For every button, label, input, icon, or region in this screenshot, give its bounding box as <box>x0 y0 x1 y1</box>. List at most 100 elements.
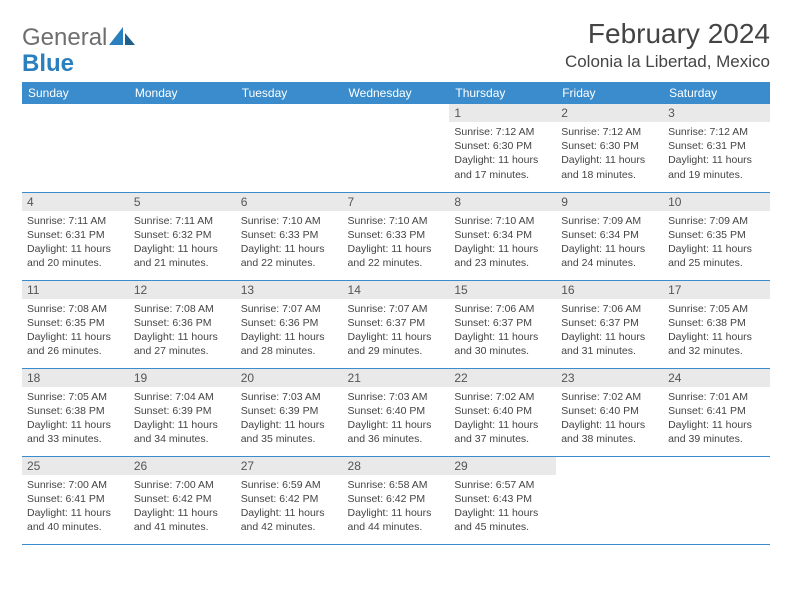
calendar-cell: 2Sunrise: 7:12 AMSunset: 6:30 PMDaylight… <box>556 104 663 192</box>
calendar-cell: 24Sunrise: 7:01 AMSunset: 6:41 PMDayligh… <box>663 368 770 456</box>
day-content: Sunrise: 7:04 AMSunset: 6:39 PMDaylight:… <box>129 387 236 449</box>
calendar-week-row: 1Sunrise: 7:12 AMSunset: 6:30 PMDaylight… <box>22 104 770 192</box>
day-number: 29 <box>449 457 556 475</box>
day-content: Sunrise: 7:03 AMSunset: 6:39 PMDaylight:… <box>236 387 343 449</box>
day-number: 16 <box>556 281 663 299</box>
calendar-week-row: 18Sunrise: 7:05 AMSunset: 6:38 PMDayligh… <box>22 368 770 456</box>
day-header: Monday <box>129 82 236 104</box>
day-content: Sunrise: 7:12 AMSunset: 6:30 PMDaylight:… <box>556 122 663 184</box>
calendar-week-row: 11Sunrise: 7:08 AMSunset: 6:35 PMDayligh… <box>22 280 770 368</box>
calendar-cell: 7Sunrise: 7:10 AMSunset: 6:33 PMDaylight… <box>343 192 450 280</box>
location: Colonia la Libertad, Mexico <box>565 52 770 72</box>
day-header: Saturday <box>663 82 770 104</box>
calendar-cell <box>343 104 450 192</box>
day-number: 9 <box>556 193 663 211</box>
day-content: Sunrise: 7:09 AMSunset: 6:35 PMDaylight:… <box>663 211 770 273</box>
calendar-cell: 28Sunrise: 6:58 AMSunset: 6:42 PMDayligh… <box>343 456 450 544</box>
calendar-cell: 29Sunrise: 6:57 AMSunset: 6:43 PMDayligh… <box>449 456 556 544</box>
calendar-cell: 11Sunrise: 7:08 AMSunset: 6:35 PMDayligh… <box>22 280 129 368</box>
day-content: Sunrise: 6:59 AMSunset: 6:42 PMDaylight:… <box>236 475 343 537</box>
day-content: Sunrise: 6:58 AMSunset: 6:42 PMDaylight:… <box>343 475 450 537</box>
calendar-cell <box>556 456 663 544</box>
calendar-cell: 27Sunrise: 6:59 AMSunset: 6:42 PMDayligh… <box>236 456 343 544</box>
calendar-body: 1Sunrise: 7:12 AMSunset: 6:30 PMDaylight… <box>22 104 770 544</box>
calendar-week-row: 25Sunrise: 7:00 AMSunset: 6:41 PMDayligh… <box>22 456 770 544</box>
day-header: Tuesday <box>236 82 343 104</box>
day-number: 22 <box>449 369 556 387</box>
logo-sail-icon <box>109 27 135 45</box>
calendar-cell: 1Sunrise: 7:12 AMSunset: 6:30 PMDaylight… <box>449 104 556 192</box>
day-header: Thursday <box>449 82 556 104</box>
calendar-cell <box>663 456 770 544</box>
calendar-cell: 20Sunrise: 7:03 AMSunset: 6:39 PMDayligh… <box>236 368 343 456</box>
day-number: 2 <box>556 104 663 122</box>
day-content: Sunrise: 7:02 AMSunset: 6:40 PMDaylight:… <box>556 387 663 449</box>
calendar-cell <box>22 104 129 192</box>
day-number: 12 <box>129 281 236 299</box>
day-number: 24 <box>663 369 770 387</box>
day-number: 17 <box>663 281 770 299</box>
day-number: 23 <box>556 369 663 387</box>
day-number: 15 <box>449 281 556 299</box>
day-header: Friday <box>556 82 663 104</box>
month-title: February 2024 <box>565 18 770 50</box>
calendar-cell: 15Sunrise: 7:06 AMSunset: 6:37 PMDayligh… <box>449 280 556 368</box>
day-number: 1 <box>449 104 556 122</box>
day-content: Sunrise: 7:00 AMSunset: 6:42 PMDaylight:… <box>129 475 236 537</box>
day-content: Sunrise: 7:12 AMSunset: 6:31 PMDaylight:… <box>663 122 770 184</box>
day-number: 25 <box>22 457 129 475</box>
day-content: Sunrise: 7:10 AMSunset: 6:34 PMDaylight:… <box>449 211 556 273</box>
day-header: Sunday <box>22 82 129 104</box>
calendar-cell: 18Sunrise: 7:05 AMSunset: 6:38 PMDayligh… <box>22 368 129 456</box>
calendar-cell: 12Sunrise: 7:08 AMSunset: 6:36 PMDayligh… <box>129 280 236 368</box>
calendar-cell: 23Sunrise: 7:02 AMSunset: 6:40 PMDayligh… <box>556 368 663 456</box>
day-header: Wednesday <box>343 82 450 104</box>
day-number: 26 <box>129 457 236 475</box>
calendar-cell: 17Sunrise: 7:05 AMSunset: 6:38 PMDayligh… <box>663 280 770 368</box>
calendar-cell: 22Sunrise: 7:02 AMSunset: 6:40 PMDayligh… <box>449 368 556 456</box>
calendar-cell <box>236 104 343 192</box>
day-content: Sunrise: 7:11 AMSunset: 6:31 PMDaylight:… <box>22 211 129 273</box>
calendar-cell: 16Sunrise: 7:06 AMSunset: 6:37 PMDayligh… <box>556 280 663 368</box>
day-content: Sunrise: 7:11 AMSunset: 6:32 PMDaylight:… <box>129 211 236 273</box>
day-content: Sunrise: 7:01 AMSunset: 6:41 PMDaylight:… <box>663 387 770 449</box>
calendar-cell: 10Sunrise: 7:09 AMSunset: 6:35 PMDayligh… <box>663 192 770 280</box>
day-content: Sunrise: 7:03 AMSunset: 6:40 PMDaylight:… <box>343 387 450 449</box>
day-number: 11 <box>22 281 129 299</box>
day-content: Sunrise: 7:10 AMSunset: 6:33 PMDaylight:… <box>236 211 343 273</box>
calendar-cell: 3Sunrise: 7:12 AMSunset: 6:31 PMDaylight… <box>663 104 770 192</box>
day-number: 10 <box>663 193 770 211</box>
calendar-cell: 13Sunrise: 7:07 AMSunset: 6:36 PMDayligh… <box>236 280 343 368</box>
title-block: February 2024 Colonia la Libertad, Mexic… <box>565 18 770 72</box>
header: General February 2024 Colonia la Liberta… <box>22 18 770 72</box>
day-number: 20 <box>236 369 343 387</box>
day-content: Sunrise: 7:07 AMSunset: 6:36 PMDaylight:… <box>236 299 343 361</box>
calendar-cell <box>129 104 236 192</box>
calendar-table: Sunday Monday Tuesday Wednesday Thursday… <box>22 82 770 545</box>
day-content: Sunrise: 7:05 AMSunset: 6:38 PMDaylight:… <box>663 299 770 361</box>
calendar-cell: 14Sunrise: 7:07 AMSunset: 6:37 PMDayligh… <box>343 280 450 368</box>
day-number: 8 <box>449 193 556 211</box>
day-number: 21 <box>343 369 450 387</box>
day-content: Sunrise: 7:08 AMSunset: 6:36 PMDaylight:… <box>129 299 236 361</box>
day-number: 14 <box>343 281 450 299</box>
day-header-row: Sunday Monday Tuesday Wednesday Thursday… <box>22 82 770 104</box>
day-content: Sunrise: 7:09 AMSunset: 6:34 PMDaylight:… <box>556 211 663 273</box>
day-content: Sunrise: 7:07 AMSunset: 6:37 PMDaylight:… <box>343 299 450 361</box>
calendar-cell: 4Sunrise: 7:11 AMSunset: 6:31 PMDaylight… <box>22 192 129 280</box>
day-content: Sunrise: 7:02 AMSunset: 6:40 PMDaylight:… <box>449 387 556 449</box>
calendar-cell: 19Sunrise: 7:04 AMSunset: 6:39 PMDayligh… <box>129 368 236 456</box>
day-number: 4 <box>22 193 129 211</box>
calendar-cell: 8Sunrise: 7:10 AMSunset: 6:34 PMDaylight… <box>449 192 556 280</box>
logo: General <box>22 18 135 52</box>
day-number: 5 <box>129 193 236 211</box>
day-number: 7 <box>343 193 450 211</box>
day-number: 6 <box>236 193 343 211</box>
day-content: Sunrise: 7:06 AMSunset: 6:37 PMDaylight:… <box>449 299 556 361</box>
calendar-cell: 21Sunrise: 7:03 AMSunset: 6:40 PMDayligh… <box>343 368 450 456</box>
day-number: 28 <box>343 457 450 475</box>
logo-text-general: General <box>22 24 107 52</box>
calendar-cell: 25Sunrise: 7:00 AMSunset: 6:41 PMDayligh… <box>22 456 129 544</box>
day-content: Sunrise: 7:05 AMSunset: 6:38 PMDaylight:… <box>22 387 129 449</box>
day-content: Sunrise: 7:08 AMSunset: 6:35 PMDaylight:… <box>22 299 129 361</box>
